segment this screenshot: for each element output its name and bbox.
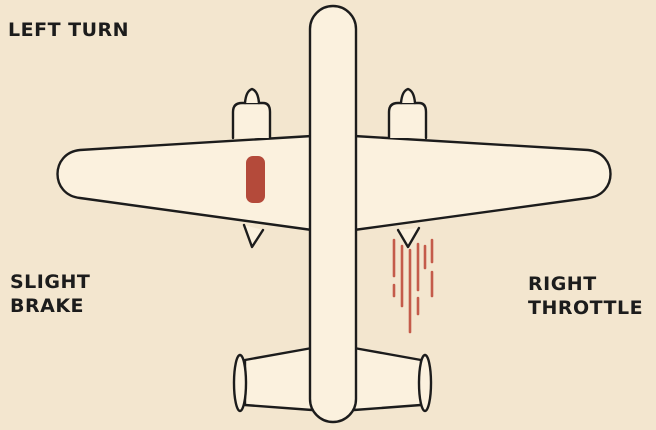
right-throttle-label-line-2: THROTTLE (528, 297, 644, 319)
left-exhaust-fin (242, 223, 265, 249)
right-wing (352, 134, 612, 232)
slight-brake-label-line-2: BRAKE (10, 295, 85, 317)
fuselage (308, 4, 358, 424)
right-engine-nacelle (387, 87, 428, 140)
brake-indicator-bar (246, 156, 265, 203)
right-throttle-label: RIGHT THROTTLE (528, 272, 643, 320)
throttle-exhaust-streaks (392, 238, 434, 334)
right-exhaust-fin (396, 226, 421, 249)
slight-brake-label-line-1: SLIGHT (10, 271, 91, 293)
left-wing (56, 134, 314, 232)
right-throttle-label-line-1: RIGHT (528, 273, 597, 295)
slight-brake-label: SLIGHT BRAKE (10, 270, 90, 318)
left-engine-nacelle (231, 87, 272, 140)
diagram-title: LEFT TURN (8, 19, 130, 41)
brake-indicator (246, 156, 265, 203)
